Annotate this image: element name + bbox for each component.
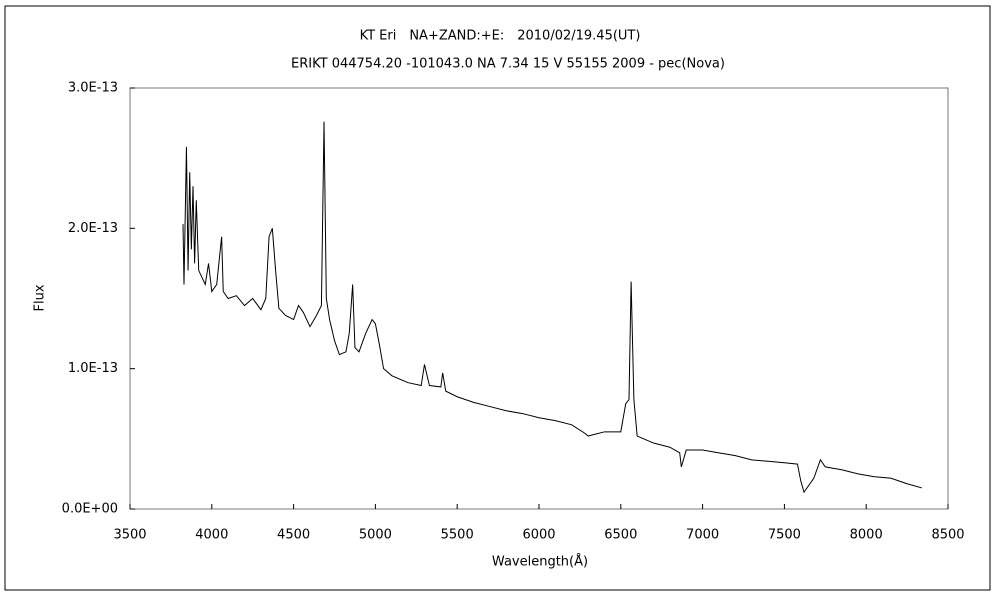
y-tick-label: 3.0E-13	[68, 81, 118, 96]
y-tick-label: 0.0E+00	[62, 502, 118, 517]
x-tick-label: 6000	[522, 528, 555, 543]
x-tick-label: 6500	[604, 528, 637, 543]
chart-title: KT Eri NA+ZAND:+E: 2010/02/19.45(UT)	[360, 29, 641, 44]
y-axis-label: Flux	[33, 284, 48, 311]
frame	[4, 5, 991, 591]
x-tick-label: 4000	[195, 528, 228, 543]
y-tick-label: 2.0E-13	[68, 221, 118, 236]
x-tick-label: 4500	[277, 528, 310, 543]
y-tick-label: 1.0E-13	[68, 361, 118, 376]
x-axis-label: Wavelength(Å)	[492, 554, 588, 570]
x-tick-label: 3500	[113, 528, 146, 543]
x-tick-label: 7500	[768, 528, 801, 543]
chart-subtitle: ERIKT 044754.20 -101043.0 NA 7.34 15 V 5…	[291, 57, 725, 72]
x-tick-label: 5000	[359, 528, 392, 543]
x-tick-label: 8500	[931, 528, 964, 543]
x-tick-label: 5500	[441, 528, 474, 543]
x-tick-label: 8000	[850, 528, 883, 543]
x-tick-label: 7000	[686, 528, 719, 543]
spectrum-line	[182, 121, 922, 494]
